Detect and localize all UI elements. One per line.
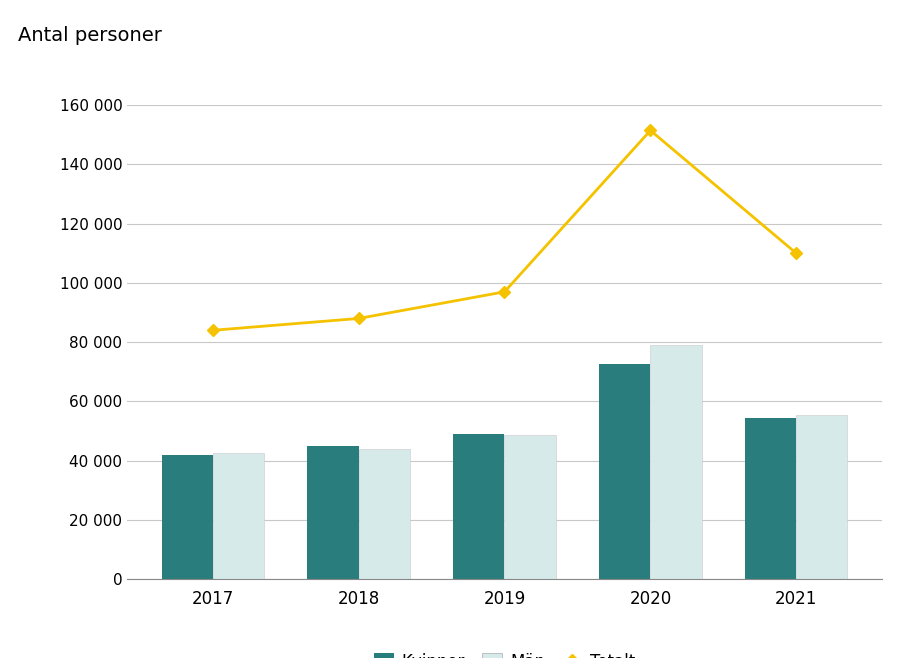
Bar (162, 455, 213, 579)
Text: Antal personer: Antal personer (18, 26, 162, 45)
Bar (796, 415, 847, 579)
Bar (358, 449, 410, 579)
Bar (213, 453, 264, 579)
Bar (745, 418, 796, 579)
Bar (454, 434, 504, 579)
Legend: Kvinnor, Män, Totalt: Kvinnor, Män, Totalt (365, 644, 644, 658)
Bar (599, 365, 651, 579)
Bar (651, 345, 702, 579)
Bar (307, 446, 358, 579)
Bar (504, 436, 555, 579)
